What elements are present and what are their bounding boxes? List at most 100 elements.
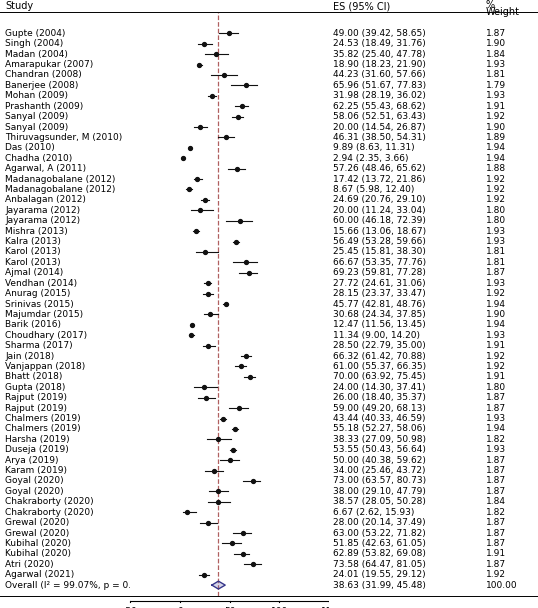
- Text: Choudhary (2017): Choudhary (2017): [5, 331, 87, 340]
- Text: 24.00 (14.30, 37.41): 24.00 (14.30, 37.41): [334, 383, 426, 392]
- Text: 1.81: 1.81: [486, 247, 506, 257]
- Text: 1.91: 1.91: [486, 102, 506, 111]
- Text: Banerjee (2008): Banerjee (2008): [5, 81, 79, 90]
- Text: 1.93: 1.93: [486, 445, 506, 454]
- Text: Duseja (2019): Duseja (2019): [5, 445, 69, 454]
- Text: 65.96 (51.67, 77.83): 65.96 (51.67, 77.83): [334, 81, 427, 90]
- Text: 1.87: 1.87: [486, 487, 506, 496]
- Text: Agarwal (2021): Agarwal (2021): [5, 570, 74, 579]
- Text: Grewal (2020): Grewal (2020): [5, 528, 69, 537]
- Text: 51.85 (42.63, 61.05): 51.85 (42.63, 61.05): [334, 539, 426, 548]
- Text: 66.67 (53.35, 77.76): 66.67 (53.35, 77.76): [334, 258, 427, 267]
- Text: Atri (2020): Atri (2020): [5, 560, 54, 568]
- Text: 1.93: 1.93: [486, 91, 506, 100]
- Text: 24.53 (18.49, 31.76): 24.53 (18.49, 31.76): [334, 40, 426, 48]
- Text: 1.87: 1.87: [486, 466, 506, 475]
- Text: 49.00 (39.42, 58.65): 49.00 (39.42, 58.65): [334, 29, 426, 38]
- Text: 1.92: 1.92: [486, 289, 506, 298]
- Text: Sanyal (2009): Sanyal (2009): [5, 123, 68, 131]
- Text: 50.00 (40.38, 59.62): 50.00 (40.38, 59.62): [334, 455, 426, 465]
- Text: 1.92: 1.92: [486, 362, 506, 371]
- Text: 45.77 (42.81, 48.76): 45.77 (42.81, 48.76): [334, 300, 426, 308]
- Text: 20.00 (14.54, 26.87): 20.00 (14.54, 26.87): [334, 123, 426, 131]
- Text: 1.89: 1.89: [486, 133, 506, 142]
- Text: 73.00 (63.57, 80.73): 73.00 (63.57, 80.73): [334, 477, 427, 485]
- Text: 1.94: 1.94: [486, 143, 506, 153]
- Text: Barik (2016): Barik (2016): [5, 320, 61, 330]
- Text: Gupte (2004): Gupte (2004): [5, 29, 66, 38]
- Text: 1.93: 1.93: [486, 237, 506, 246]
- Text: 43.44 (40.33, 46.59): 43.44 (40.33, 46.59): [334, 414, 426, 423]
- Text: 63.00 (53.22, 71.82): 63.00 (53.22, 71.82): [334, 528, 426, 537]
- Text: 44.23 (31.60, 57.66): 44.23 (31.60, 57.66): [334, 71, 426, 80]
- Text: Goyal (2020): Goyal (2020): [5, 487, 64, 496]
- Text: 27.72 (24.61, 31.06): 27.72 (24.61, 31.06): [334, 278, 426, 288]
- Text: 17.42 (13.72, 21.86): 17.42 (13.72, 21.86): [334, 174, 426, 184]
- Text: 1.81: 1.81: [486, 71, 506, 80]
- Text: 38.33 (27.09, 50.98): 38.33 (27.09, 50.98): [334, 435, 427, 444]
- Text: %: %: [486, 0, 495, 10]
- Text: 26.00 (18.40, 35.37): 26.00 (18.40, 35.37): [334, 393, 426, 402]
- Text: Chakraborty (2020): Chakraborty (2020): [5, 497, 94, 506]
- Text: Madan (2004): Madan (2004): [5, 50, 68, 58]
- Text: Chakraborty (2020): Chakraborty (2020): [5, 508, 94, 517]
- Text: 0: 0: [177, 607, 183, 608]
- Text: 1.87: 1.87: [486, 539, 506, 548]
- Text: Madanagobalane (2012): Madanagobalane (2012): [5, 185, 116, 194]
- Text: 1.93: 1.93: [486, 60, 506, 69]
- Text: 28.50 (22.79, 35.00): 28.50 (22.79, 35.00): [334, 341, 426, 350]
- Text: 1.90: 1.90: [486, 123, 506, 131]
- Text: 1.84: 1.84: [486, 497, 506, 506]
- Text: 1.87: 1.87: [486, 477, 506, 485]
- Text: ES (95% CI): ES (95% CI): [334, 1, 391, 11]
- Text: 1.91: 1.91: [486, 550, 506, 558]
- Text: Chalmers (2019): Chalmers (2019): [5, 414, 81, 423]
- Text: 38.63 (31.99, 45.48): 38.63 (31.99, 45.48): [334, 581, 426, 590]
- Text: 1.87: 1.87: [486, 560, 506, 568]
- Text: 9.89 (8.63, 11.31): 9.89 (8.63, 11.31): [334, 143, 415, 153]
- Text: Bhatt (2018): Bhatt (2018): [5, 372, 62, 381]
- Text: 57.26 (48.46, 65.62): 57.26 (48.46, 65.62): [334, 164, 426, 173]
- Text: 1.87: 1.87: [486, 404, 506, 413]
- Text: 6.67 (2.62, 15.93): 6.67 (2.62, 15.93): [334, 508, 415, 517]
- Text: Weight: Weight: [486, 7, 520, 17]
- Text: 1.79: 1.79: [486, 81, 506, 90]
- Text: 1.94: 1.94: [486, 320, 506, 330]
- Text: 66.32 (61.42, 70.88): 66.32 (61.42, 70.88): [334, 351, 426, 361]
- Text: Gupta (2018): Gupta (2018): [5, 383, 66, 392]
- Text: 150: 150: [321, 607, 338, 608]
- Text: Chadha (2010): Chadha (2010): [5, 154, 73, 163]
- Text: Singh (2004): Singh (2004): [5, 40, 63, 48]
- Text: 1.93: 1.93: [486, 414, 506, 423]
- Text: 61.00 (55.37, 66.35): 61.00 (55.37, 66.35): [334, 362, 427, 371]
- Text: Thiruvagsunder, M (2010): Thiruvagsunder, M (2010): [5, 133, 123, 142]
- Text: Majumdar (2015): Majumdar (2015): [5, 310, 83, 319]
- Text: 1.94: 1.94: [486, 154, 506, 163]
- Text: 34.00 (25.46, 43.72): 34.00 (25.46, 43.72): [334, 466, 426, 475]
- Text: 1.82: 1.82: [486, 508, 506, 517]
- Text: Jayarama (2012): Jayarama (2012): [5, 216, 80, 225]
- Text: 1.92: 1.92: [486, 570, 506, 579]
- Text: 1.93: 1.93: [486, 331, 506, 340]
- Text: Anurag (2015): Anurag (2015): [5, 289, 70, 298]
- Text: Sharma (2017): Sharma (2017): [5, 341, 73, 350]
- Text: 1.80: 1.80: [486, 383, 506, 392]
- Text: Vendhan (2014): Vendhan (2014): [5, 278, 77, 288]
- Text: 24.01 (19.55, 29.12): 24.01 (19.55, 29.12): [334, 570, 426, 579]
- Text: 58.06 (52.51, 63.43): 58.06 (52.51, 63.43): [334, 112, 426, 121]
- Text: 25.45 (15.81, 38.30): 25.45 (15.81, 38.30): [334, 247, 426, 257]
- Text: Chalmers (2019): Chalmers (2019): [5, 424, 81, 434]
- Text: 8.67 (5.98, 12.40): 8.67 (5.98, 12.40): [334, 185, 415, 194]
- Text: 1.80: 1.80: [486, 206, 506, 215]
- Text: Madanagobalane (2012): Madanagobalane (2012): [5, 174, 116, 184]
- Text: Study: Study: [5, 1, 33, 11]
- Text: 1.88: 1.88: [486, 164, 506, 173]
- Text: 1.92: 1.92: [486, 351, 506, 361]
- Text: Jain (2018): Jain (2018): [5, 351, 54, 361]
- Text: 12.47 (11.56, 13.45): 12.47 (11.56, 13.45): [334, 320, 426, 330]
- Text: Kalra (2013): Kalra (2013): [5, 237, 61, 246]
- Text: 62.25 (55.43, 68.62): 62.25 (55.43, 68.62): [334, 102, 426, 111]
- Text: 73.58 (64.47, 81.05): 73.58 (64.47, 81.05): [334, 560, 426, 568]
- Text: Mohan (2009): Mohan (2009): [5, 91, 68, 100]
- Text: 1.91: 1.91: [486, 341, 506, 350]
